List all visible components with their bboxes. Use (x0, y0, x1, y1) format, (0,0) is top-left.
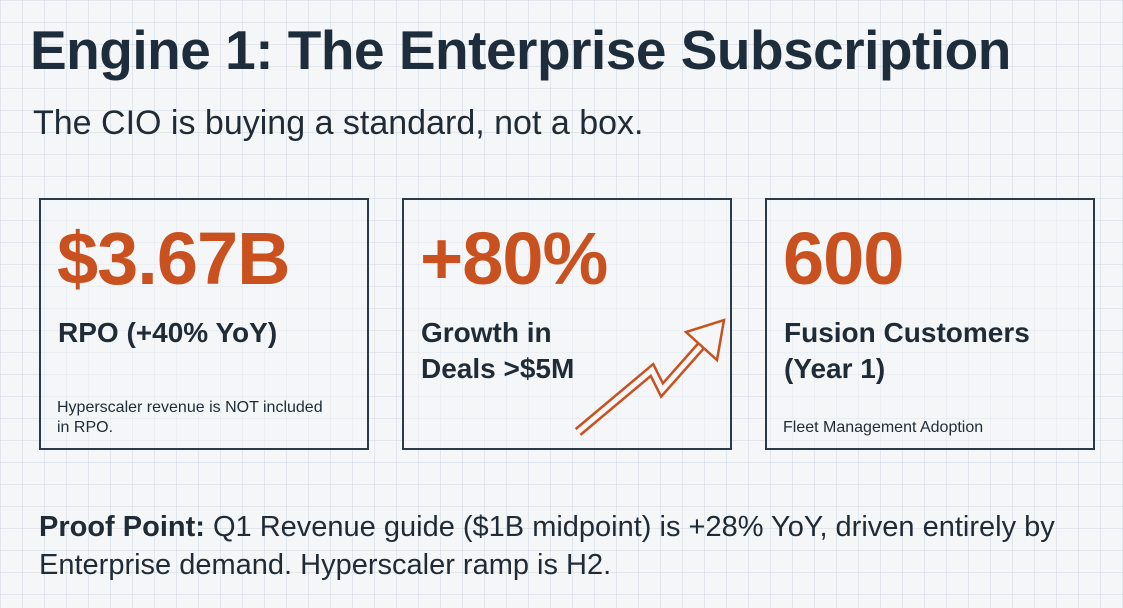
metric-label: Growth in Deals >$5M (421, 315, 574, 387)
metric-label-line-2: (Year 1) (784, 353, 886, 384)
metric-label: RPO (+40% YoY) (58, 317, 278, 348)
metric-value: $3.67B (57, 217, 291, 300)
trend-up-arrow-icon (574, 318, 726, 436)
metric-card-deal-growth: +80% Growth in Deals >$5M (402, 198, 732, 450)
metric-card-rpo: $3.67B RPO (+40% YoY) Hyperscaler revenu… (39, 198, 369, 450)
metric-label-line-1: Fusion Customers (784, 317, 1030, 348)
metric-label: Fusion Customers (Year 1) (784, 315, 1030, 387)
proof-point: Proof Point: Q1 Revenue guide ($1B midpo… (39, 508, 1099, 584)
page-subtitle: The CIO is buying a standard, not a box. (33, 104, 644, 142)
metric-note: Hyperscaler revenue is NOT included in R… (57, 399, 323, 436)
metric-label-line-1: Growth in (421, 317, 552, 348)
proof-point-text: Q1 Revenue guide ($1B midpoint) is +28% … (39, 511, 1055, 581)
metric-label-line-2: Deals >$5M (421, 353, 575, 384)
metric-card-fusion-customers: 600 Fusion Customers (Year 1) Fleet Mana… (765, 198, 1095, 450)
proof-point-label: Proof Point: (39, 511, 205, 543)
metric-value: 600 (783, 217, 904, 300)
metric-note: Fleet Management Adoption (783, 419, 984, 436)
metric-value: +80% (420, 217, 608, 300)
page-title: Engine 1: The Enterprise Subscription (30, 19, 1011, 81)
